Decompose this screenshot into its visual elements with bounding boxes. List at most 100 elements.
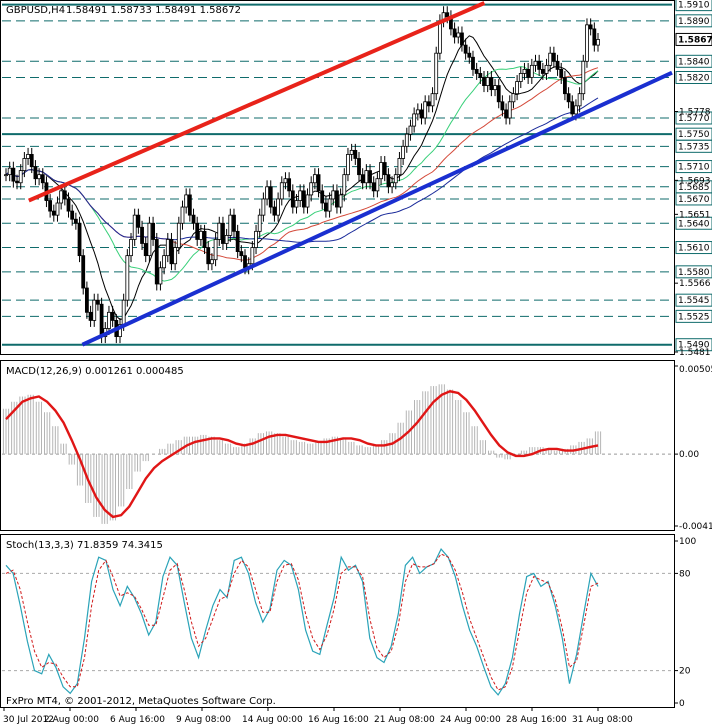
candle-body: [327, 198, 332, 212]
candle-body: [51, 210, 56, 216]
candle-body: [596, 39, 600, 46]
time-tick-label: 28 Aug 16:00: [506, 715, 567, 725]
trend-channel[interactable]: [28, 1, 673, 347]
stochastic-tick-label: 0: [679, 699, 685, 709]
candle-body: [500, 101, 505, 111]
candle-body: [132, 214, 137, 240]
stochastic-axis: 100 80 20 0: [674, 537, 696, 709]
candle-body: [169, 239, 174, 265]
candle-body: [551, 52, 556, 62]
candle-body: [33, 166, 38, 180]
candle-body: [254, 230, 258, 248]
candle-body: [566, 93, 571, 103]
stochastic-main-line: [5, 548, 599, 696]
price-axis[interactable]: 1.5910 1.5750 1.5490 1.5890 1.5840 1.5820 1.57…: [674, 0, 712, 358]
price-level-tag: [675, 70, 712, 84]
candle-body: [426, 101, 431, 107]
candle-body: [162, 255, 167, 269]
candle-body: [92, 299, 97, 321]
time-tick-label: 30 Jul 2012: [3, 715, 54, 725]
candle-body: [437, 20, 442, 54]
price-level-tag: [675, 338, 712, 352]
candle-body: [294, 200, 299, 208]
time-tick-label: 14 Aug 00:00: [242, 715, 303, 725]
candle-body: [140, 226, 144, 244]
macd-pane[interactable]: MACD(12,26,9) 0.001261 0.000485: [0, 360, 675, 531]
candle-body: [268, 186, 273, 208]
candle-body: [456, 32, 461, 38]
price-pane-frame: [0, 0, 675, 355]
stochastic-pane[interactable]: Stoch(13,3,3) 71.8359 74.3415 FxPro MT4,…: [0, 534, 675, 708]
price-level-label: 1.5910: [678, 1, 710, 11]
candle-body: [357, 158, 361, 176]
candle-body: [129, 239, 133, 257]
candle-body: [250, 247, 255, 265]
candle-body: [243, 255, 247, 269]
candle-body: [471, 56, 475, 70]
price-levels: [2, 3, 672, 346]
candle-body: [217, 222, 222, 240]
macd-tick-label: -0.00412: [679, 522, 712, 532]
candle-body: [283, 178, 288, 184]
candle-body: [544, 64, 549, 74]
candle-body: [224, 234, 229, 244]
stochastic-signal-line: [5, 553, 599, 691]
candle-body: [496, 85, 501, 103]
candle-body: [151, 222, 155, 240]
candle-body: [533, 60, 538, 66]
candle-body: [261, 198, 266, 216]
price-level-label: 1.5735: [678, 142, 710, 152]
candle-body: [430, 93, 435, 107]
candle-body: [59, 190, 64, 204]
candle-body: [15, 180, 19, 184]
candle-body: [73, 218, 78, 224]
candle-body: [228, 214, 233, 236]
time-tick-label: 21 Aug 08:00: [374, 715, 435, 725]
price-level-label: 1.5890: [678, 17, 710, 27]
candle-body: [324, 202, 328, 212]
candle-body: [412, 113, 417, 127]
stochastic-label: Stoch(13,3,3) 71.8359 74.3415: [6, 540, 163, 551]
time-tick-label: 16 Aug 16:00: [308, 715, 369, 725]
price-chart-pane[interactable]: GBPUSD,H4 1.58491 1.58733 1.58491 1.5867…: [0, 0, 675, 355]
candle-body: [88, 311, 93, 321]
candle-body: [504, 109, 508, 119]
candle-body: [375, 178, 380, 192]
candles: [4, 6, 600, 344]
candle-body: [485, 77, 490, 86]
price-level-label: 1.5490: [678, 341, 710, 351]
candle-body: [460, 32, 464, 46]
candle-body: [489, 77, 494, 91]
candle-body: [62, 190, 67, 200]
candle-body: [415, 109, 420, 115]
price-level-tag: [675, 241, 712, 255]
price-tick-label: 1.5651: [679, 210, 711, 220]
candle-body: [588, 24, 593, 30]
candle-body: [338, 194, 343, 208]
candle-body: [452, 28, 457, 38]
chart-header-ohlc: 1.58491 1.58733 1.58491 1.58672: [66, 5, 241, 16]
candle-body: [467, 52, 472, 58]
candle-body: [29, 154, 34, 167]
candle-body: [371, 182, 376, 192]
candle-body: [386, 174, 391, 188]
candle-body: [312, 174, 317, 184]
price-level-label: 1.5750: [678, 130, 710, 140]
price-level-tag: [675, 293, 712, 307]
candle-body: [198, 230, 203, 240]
candle-body: [393, 174, 398, 184]
candle-body: [184, 194, 189, 208]
candle-body: [408, 125, 413, 135]
candle-body: [316, 174, 321, 192]
candle-body: [493, 85, 497, 91]
candle-body: [110, 311, 115, 321]
candle-body: [529, 64, 534, 78]
candle-body: [81, 255, 86, 289]
candle-body: [7, 167, 12, 176]
candle-body: [143, 243, 148, 257]
candle-body: [349, 149, 354, 155]
price-level-tag: [675, 14, 712, 28]
candle-body: [346, 154, 350, 176]
candle-body: [434, 52, 439, 95]
